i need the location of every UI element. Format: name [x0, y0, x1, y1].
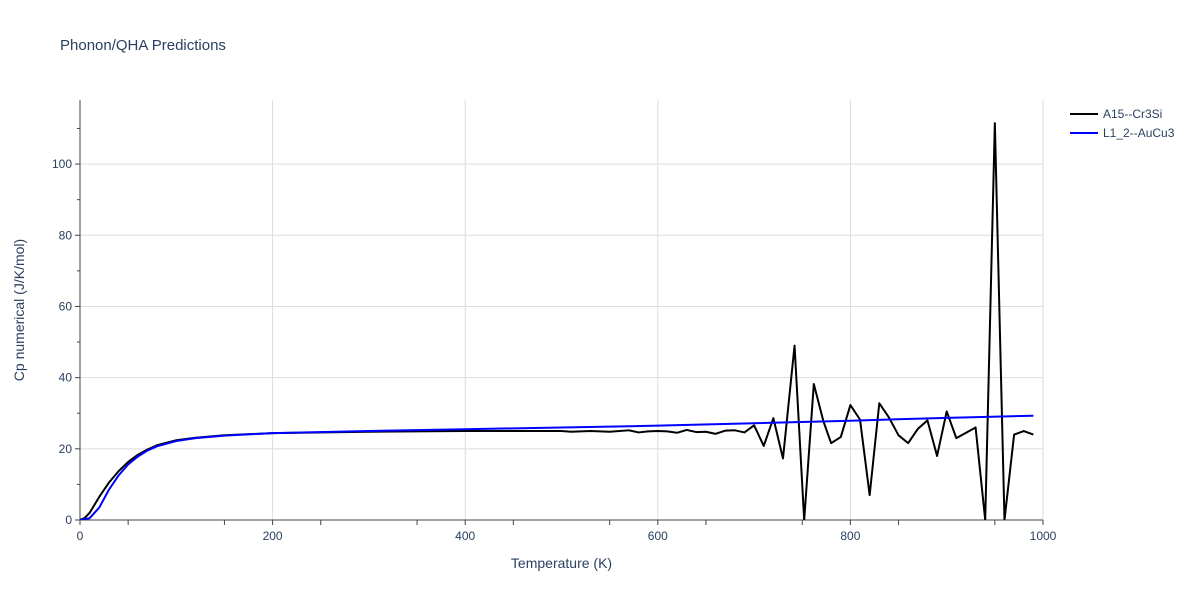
y-tick-label: 0 [65, 513, 72, 527]
axes: 0 200 400 600 800 1000 0 20 40 60 80 100 [52, 100, 1057, 543]
legend[interactable]: A15--Cr3Si L1_2--AuCu3 [1070, 107, 1175, 140]
chart-title: Phonon/QHA Predictions [60, 37, 226, 54]
x-tick-label: 1000 [1030, 529, 1057, 543]
grid-lines [80, 100, 1044, 520]
x-tick-label: 0 [77, 529, 84, 543]
x-axis-title: Temperature (K) [511, 555, 612, 571]
x-tick-label: 200 [263, 529, 283, 543]
y-tick-label: 100 [52, 157, 72, 171]
x-tick-label: 600 [648, 529, 668, 543]
legend-item-label[interactable]: L1_2--AuCu3 [1103, 126, 1175, 140]
y-tick-label: 20 [59, 442, 73, 456]
y-axis-title: Cp numerical (J/K/mol) [11, 239, 27, 381]
y-tick-label: 60 [59, 299, 73, 313]
y-tick-label: 40 [59, 371, 73, 385]
legend-item-label[interactable]: A15--Cr3Si [1103, 107, 1162, 121]
series-line-0[interactable] [80, 122, 1034, 520]
series-line-1[interactable] [80, 414, 1034, 520]
plot-area[interactable] [80, 122, 1034, 520]
y-tick-label: 80 [59, 228, 73, 242]
x-tick-label: 800 [840, 529, 860, 543]
x-tick-label: 400 [455, 529, 475, 543]
